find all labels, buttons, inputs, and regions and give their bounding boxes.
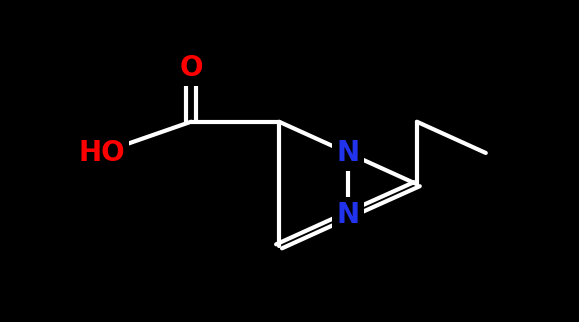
Text: N: N <box>336 139 360 167</box>
Text: N: N <box>336 201 360 229</box>
Text: HO: HO <box>78 139 124 167</box>
Text: O: O <box>179 54 203 82</box>
